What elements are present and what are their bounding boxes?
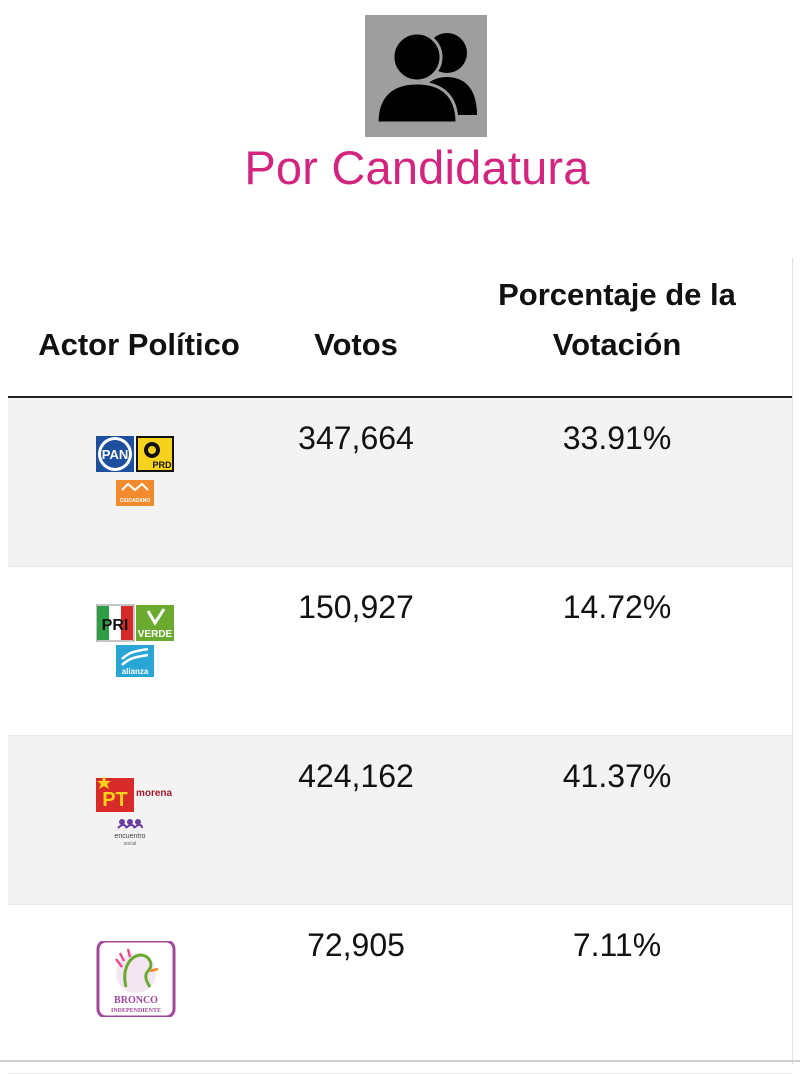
percentage-cell: 14.72% bbox=[562, 589, 672, 625]
column-header-votes[interactable]: Votos bbox=[314, 327, 398, 362]
column-header-actor[interactable]: Actor Político bbox=[38, 327, 240, 362]
column-header-percentage-line1: Porcentaje de la bbox=[498, 277, 736, 312]
people-group-icon bbox=[365, 15, 487, 137]
percentage-cell: 7.11% bbox=[572, 927, 662, 963]
table-row: PT morena encuentro social 424,162 41.37… bbox=[8, 736, 792, 905]
svg-text:BRONCO: BRONCO bbox=[114, 995, 158, 1006]
bronco-independiente-logo: BRONCO INDEPENDIENTE bbox=[96, 941, 180, 1017]
svg-text:social: social bbox=[124, 841, 137, 847]
svg-text:PRI: PRI bbox=[102, 617, 129, 634]
table-row: PRI VERDE alianza 150,927 14.72% bbox=[8, 567, 792, 736]
pri-verde-alianza-coalition-logo: PRI VERDE alianza bbox=[96, 603, 180, 679]
votes-cell: 150,927 bbox=[298, 589, 414, 625]
svg-text:INDEPENDIENTE: INDEPENDIENTE bbox=[111, 1008, 161, 1014]
header: Por Candidatura bbox=[0, 0, 800, 230]
votes-cell: 72,905 bbox=[307, 927, 405, 963]
column-header-percentage[interactable]: Porcentaje de la Votación bbox=[442, 270, 792, 370]
svg-text:PRD: PRD bbox=[152, 460, 172, 470]
svg-text:CIUDADANO: CIUDADANO bbox=[120, 498, 151, 504]
pan-prd-mc-coalition-logo: PAN PRD CIUDADANO bbox=[96, 434, 180, 510]
table-row: BRONCO INDEPENDIENTE 72,905 7.11% bbox=[8, 905, 792, 1074]
svg-text:morena: morena bbox=[136, 788, 173, 799]
votes-cell: 424,162 bbox=[298, 758, 414, 794]
table-header: Actor Político Votos Porcentaje de la Vo… bbox=[8, 258, 792, 398]
page-title: Por Candidatura bbox=[244, 141, 590, 194]
pt-morena-encuentro-social-coalition-logo: PT morena encuentro social bbox=[96, 772, 180, 848]
percentage-cell: 41.37% bbox=[562, 758, 672, 794]
bottom-divider bbox=[0, 1060, 800, 1062]
table-row: PAN PRD CIUDADANO 347,664 33.91% bbox=[8, 398, 792, 567]
svg-text:alianza: alianza bbox=[122, 667, 149, 676]
svg-text:PT: PT bbox=[102, 789, 128, 811]
svg-text:encuentro: encuentro bbox=[114, 833, 145, 840]
votes-cell: 347,664 bbox=[298, 420, 414, 456]
column-header-percentage-line2: Votación bbox=[552, 327, 682, 362]
percentage-cell: 33.91% bbox=[562, 420, 672, 456]
svg-text:PAN: PAN bbox=[102, 447, 128, 462]
svg-text:VERDE: VERDE bbox=[138, 629, 173, 640]
results-table: Actor Político Votos Porcentaje de la Vo… bbox=[8, 258, 793, 1074]
